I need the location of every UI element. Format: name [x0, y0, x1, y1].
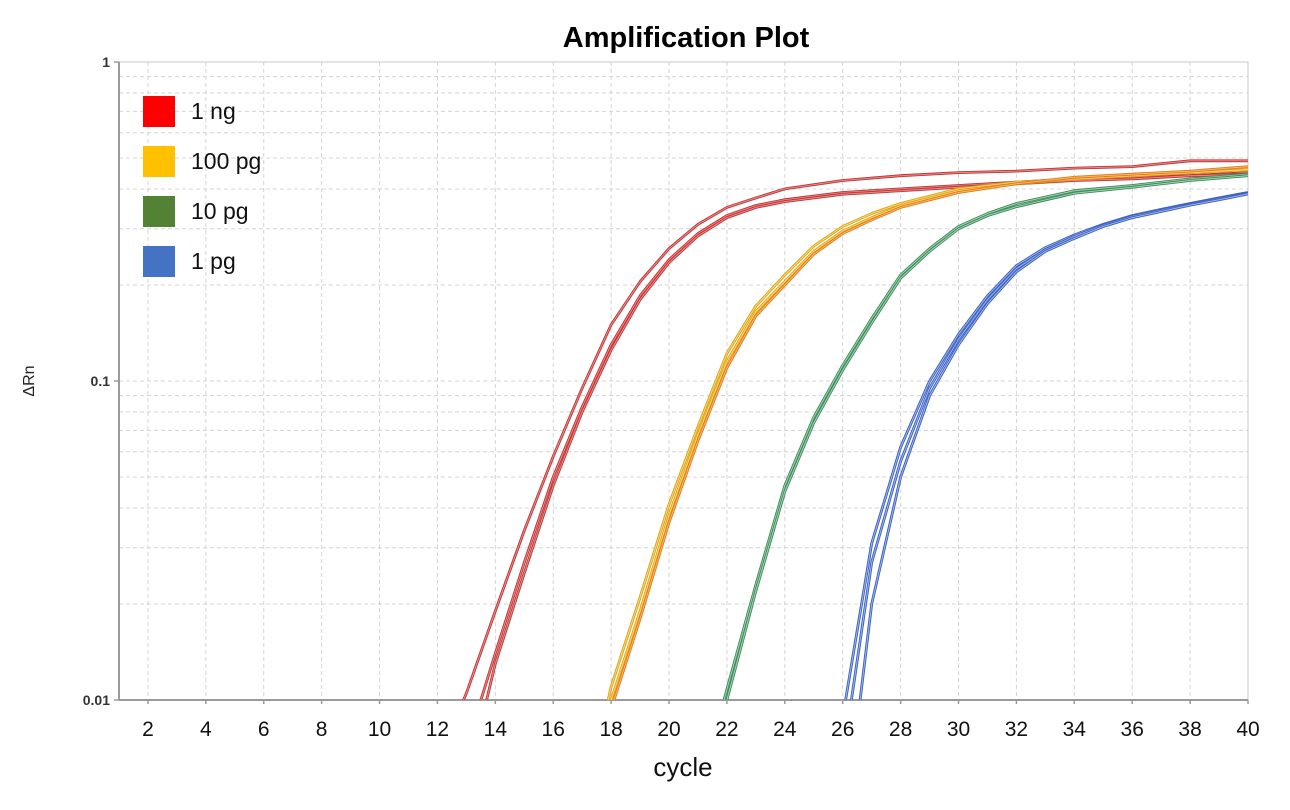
x-tick-label: 10	[367, 718, 392, 741]
y-axis-label: ΔRn	[21, 365, 38, 397]
amplification-curve-highlight	[723, 173, 1248, 700]
x-tick-label: 38	[1178, 718, 1202, 741]
legend-label: 1 pg	[191, 247, 236, 274]
legend-label: 1 ng	[191, 97, 236, 124]
amplification-curve-highlight	[462, 160, 1248, 700]
x-tick-label: 8	[315, 718, 328, 741]
x-tick-label: 4	[200, 718, 212, 741]
x-tick-label: 14	[483, 718, 508, 741]
y-tick-label: 0.01	[82, 692, 110, 708]
x-tick-label: 18	[599, 718, 623, 741]
chart-title: Amplification Plot	[562, 22, 810, 54]
legend-swatch-icon	[143, 145, 175, 177]
x-tick-label: 28	[888, 718, 913, 741]
x-tick-label: 26	[831, 718, 855, 741]
x-tick-label: 6	[257, 718, 270, 741]
x-tick-label: 16	[541, 718, 565, 741]
x-tick-label: 30	[946, 718, 971, 741]
legend-item-1pg: 1 pg	[143, 236, 261, 286]
x-tick-label: 22	[715, 718, 739, 741]
x-tick-label: 12	[425, 718, 450, 741]
amplification-curve-highlight	[613, 166, 1248, 700]
legend-label: 10 pg	[191, 197, 249, 224]
x-tick-label: 24	[773, 718, 797, 741]
x-tick-label: 40	[1236, 718, 1260, 741]
amplification-curve-highlight	[480, 172, 1248, 700]
x-tick-label: 34	[1062, 718, 1086, 741]
x-tick-label: 32	[1004, 718, 1029, 741]
amplification-curve	[485, 172, 1248, 700]
amplification-curve	[462, 159, 1248, 700]
legend-label: 100 pg	[191, 147, 262, 174]
amplification-curve-highlight	[486, 173, 1248, 700]
amplification-curve	[479, 171, 1248, 700]
legend-item-100pg: 100 pg	[143, 136, 261, 186]
legend-swatch-icon	[143, 245, 175, 277]
amplification-curve	[722, 172, 1248, 700]
amplification-curve-highlight	[859, 193, 1248, 700]
amplification-curve-highlight	[610, 169, 1248, 700]
legend-swatch-icon	[143, 95, 175, 127]
x-tick-label: 2	[142, 718, 154, 741]
x-axis-label: cycle	[653, 752, 713, 782]
x-tick-label: 20	[657, 718, 681, 741]
legend-item-1ng: 1 ng	[143, 86, 261, 136]
x-tick-label: 36	[1120, 718, 1144, 741]
amplification-curve-highlight	[726, 175, 1248, 700]
series-group	[462, 159, 1248, 700]
legend: 1 ng 100 pg 10 pg 1 pg	[143, 86, 261, 286]
y-tick-label: 0.1	[90, 373, 110, 389]
legend-swatch-icon	[143, 195, 175, 227]
y-tick-label: 1	[102, 54, 110, 70]
legend-item-10pg: 10 pg	[143, 186, 261, 236]
